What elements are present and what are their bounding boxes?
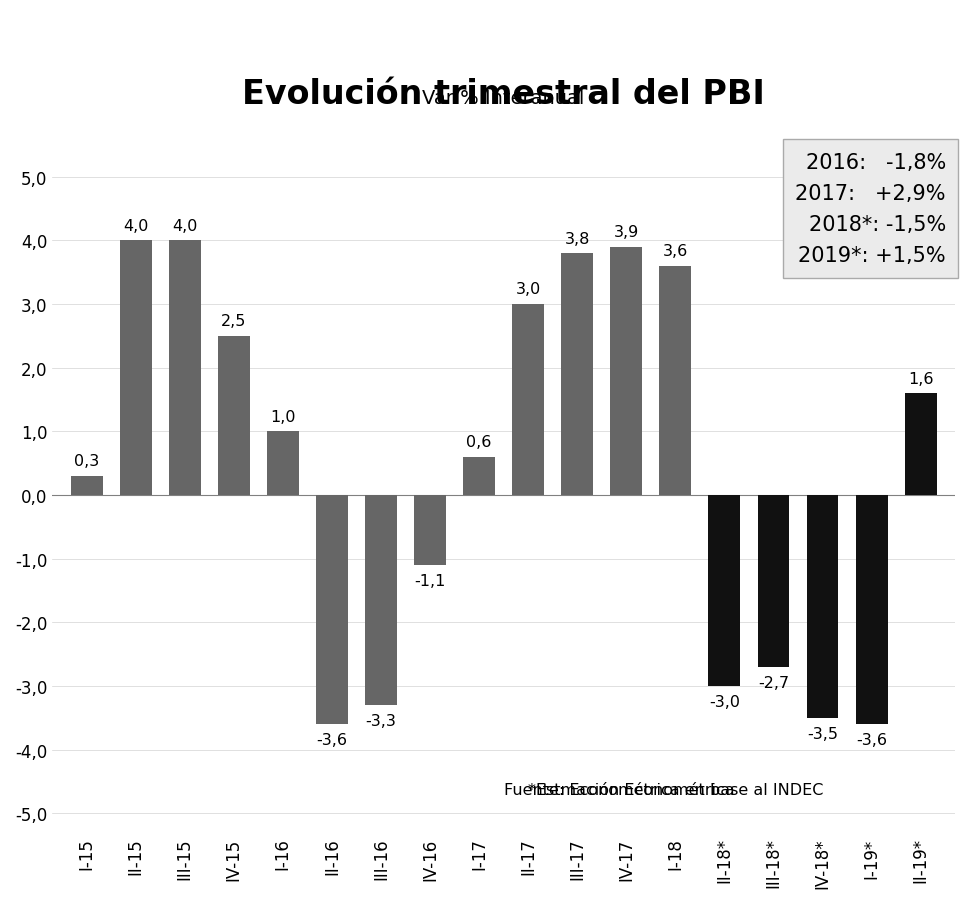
Text: -3,3: -3,3	[365, 713, 396, 728]
Text: 4,0: 4,0	[172, 219, 197, 234]
Bar	[119, 241, 151, 496]
Text: 1,6: 1,6	[907, 371, 932, 386]
Text: 0,6: 0,6	[466, 434, 491, 450]
Bar	[904, 394, 936, 496]
Text: -1,1: -1,1	[414, 573, 445, 588]
Bar	[561, 254, 593, 496]
Bar	[316, 496, 348, 724]
Bar	[757, 496, 789, 667]
Text: 4,0: 4,0	[123, 219, 148, 234]
Bar	[266, 432, 298, 496]
Bar	[610, 247, 641, 496]
Text: *Estmación Econométrica: *Estmación Econométrica	[527, 782, 734, 796]
Bar	[806, 496, 837, 718]
Bar	[855, 496, 887, 724]
Bar	[218, 337, 249, 496]
Bar	[169, 241, 201, 496]
Text: 3,0: 3,0	[515, 282, 540, 297]
Text: -3,6: -3,6	[316, 732, 347, 747]
Text: 3,6: 3,6	[662, 244, 687, 259]
Title: Evolución trimestral del PBI: Evolución trimestral del PBI	[242, 79, 765, 111]
Text: Fuente: Econométrica en base al INDEC: Fuente: Econométrica en base al INDEC	[503, 782, 822, 796]
Bar	[707, 496, 739, 686]
Bar	[512, 305, 544, 496]
Text: 1,0: 1,0	[269, 409, 296, 424]
Text: -2,7: -2,7	[757, 675, 788, 690]
Text: 0,3: 0,3	[74, 454, 99, 469]
Bar	[659, 266, 691, 496]
Text: 2,5: 2,5	[221, 314, 246, 329]
Text: 3,8: 3,8	[564, 231, 589, 247]
Text: -3,0: -3,0	[708, 694, 739, 709]
Bar	[462, 458, 494, 496]
Bar	[71, 477, 103, 496]
Bar	[364, 496, 396, 705]
Text: Var % Interanual: Var % Interanual	[422, 89, 584, 108]
Text: 3,9: 3,9	[613, 225, 639, 240]
Bar	[414, 496, 446, 565]
Text: 2016:   -1,8%
2017:   +2,9%
2018*: -1,5%
2019*: +1,5%: 2016: -1,8% 2017: +2,9% 2018*: -1,5% 201…	[795, 153, 945, 266]
Text: -3,5: -3,5	[806, 726, 837, 740]
Text: -3,6: -3,6	[856, 732, 887, 747]
